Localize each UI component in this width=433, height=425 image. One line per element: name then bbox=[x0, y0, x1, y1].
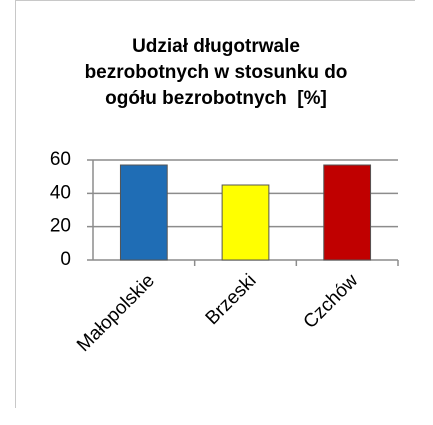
x-tick-label: Czchów bbox=[300, 270, 363, 333]
y-tick-label: 20 bbox=[50, 216, 71, 237]
x-tick-label: Małopolskie bbox=[73, 270, 159, 356]
y-tick-label: 0 bbox=[60, 249, 71, 270]
y-tick-label: 40 bbox=[50, 182, 71, 203]
bar bbox=[119, 164, 168, 261]
x-tick-label: Brzeski bbox=[202, 270, 261, 329]
chart-frame bbox=[15, 0, 415, 408]
y-tick-label: 60 bbox=[50, 149, 71, 170]
bar bbox=[323, 164, 372, 261]
bar bbox=[221, 184, 270, 261]
chart-title: Udział długotrwale bezrobotnych w stosun… bbox=[84, 36, 353, 109]
